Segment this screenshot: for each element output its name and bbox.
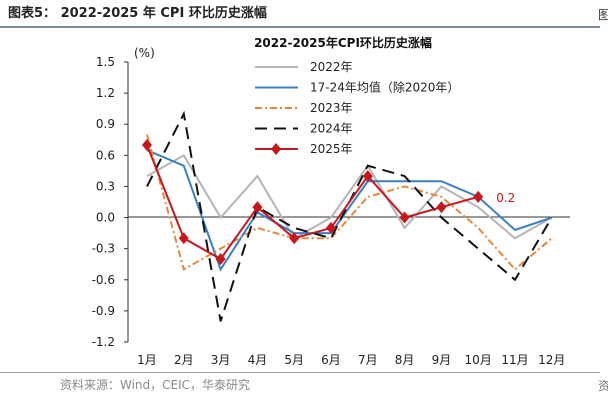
series-line	[146, 149, 553, 272]
x-tick-label: 2月	[174, 353, 194, 367]
x-tick-label: 7月	[358, 353, 378, 367]
x-tick-label: 12月	[538, 353, 565, 367]
data-point-marker	[142, 138, 152, 151]
data-point-marker	[473, 190, 484, 203]
series-1	[146, 153, 553, 240]
footer-divider	[0, 372, 600, 373]
legend-item: 2022年	[255, 60, 353, 74]
title-divider	[0, 26, 600, 28]
x-tick-label: 11月	[501, 353, 528, 367]
data-point-marker	[289, 232, 300, 245]
annotations: 0.2	[496, 191, 515, 205]
y-tick-label: -1.2	[92, 335, 115, 349]
y-tick-label: 1.5	[96, 55, 115, 69]
y-tick-label: -0.6	[92, 273, 115, 287]
series-line	[146, 134, 553, 271]
legend-item: 17-24年均值（除2020年）	[255, 80, 459, 95]
figure-title: 图表5： 2022-2025 年 CPI 环比历史涨幅	[8, 6, 267, 21]
legend-label: 2023年	[310, 101, 353, 115]
data-point-marker	[215, 253, 226, 266]
x-axis-ticks: 1月 2月 3月 4月 5月 6月 7月 8月 9月 10月 11月 12月	[137, 353, 565, 367]
legend-marker	[271, 143, 281, 155]
cpi-mom-line-chart: 2022-2025年CPI环比历史涨幅 (%) 1.5 1.2 0.9 0.6 0.3 0…	[92, 35, 570, 367]
source-note: 资料来源：Wind，CEIC，华泰研究	[60, 378, 251, 392]
legend-item: 2024年	[255, 122, 353, 136]
data-point-marker	[178, 232, 189, 245]
legend-label: 17-24年均值（除2020年）	[310, 80, 459, 95]
data-point-marker	[326, 221, 336, 234]
y-tick-label: 0.3	[96, 179, 115, 193]
y-tick-label: -0.3	[92, 242, 115, 256]
series-3	[146, 134, 553, 271]
y-tick-label: 0.6	[96, 148, 115, 162]
x-tick-label: 8月	[395, 353, 415, 367]
y-tick-label: 0.9	[96, 117, 115, 131]
series-2	[146, 149, 553, 272]
chart-title: 2022-2025年CPI环比历史涨幅	[254, 35, 432, 50]
legend: 2022年 17-24年均值（除2020年） 2023年 2024年 2025年	[255, 60, 459, 156]
data-point-marker	[362, 170, 373, 183]
x-tick-label: 5月	[284, 353, 304, 367]
series-line	[146, 144, 479, 261]
series-5	[142, 138, 484, 266]
x-tick-label: 4月	[248, 353, 268, 367]
legend-label: 2022年	[310, 60, 353, 74]
legend-label: 2024年	[310, 122, 353, 136]
x-tick-label: 10月	[465, 353, 492, 367]
x-tick-label: 9月	[432, 353, 452, 367]
data-point-marker	[399, 211, 410, 224]
legend-item: 2025年	[255, 142, 353, 156]
y-axis-ticks: 1.5 1.2 0.9 0.6 0.3 0.0 -0.3 -0.6 -0.9 -1.2	[92, 55, 128, 349]
series-lines	[142, 110, 553, 322]
y-tick-label: 0.0	[96, 211, 115, 225]
cropped-next-source-note: 资	[598, 379, 608, 393]
data-point-marker	[436, 201, 447, 214]
y-tick-label: -0.9	[92, 304, 115, 318]
series-line	[146, 153, 553, 240]
legend-item: 2023年	[255, 101, 353, 115]
cropped-next-figure-title: 图	[598, 8, 608, 22]
x-tick-label: 3月	[211, 353, 231, 367]
x-tick-label: 1月	[137, 353, 157, 367]
data-label: 0.2	[496, 191, 515, 205]
data-point-marker	[252, 201, 263, 214]
y-tick-label: 1.2	[96, 86, 115, 100]
x-tick-label: 6月	[321, 353, 341, 367]
y-axis-unit-label: (%)	[134, 46, 155, 60]
legend-label: 2025年	[310, 142, 353, 156]
